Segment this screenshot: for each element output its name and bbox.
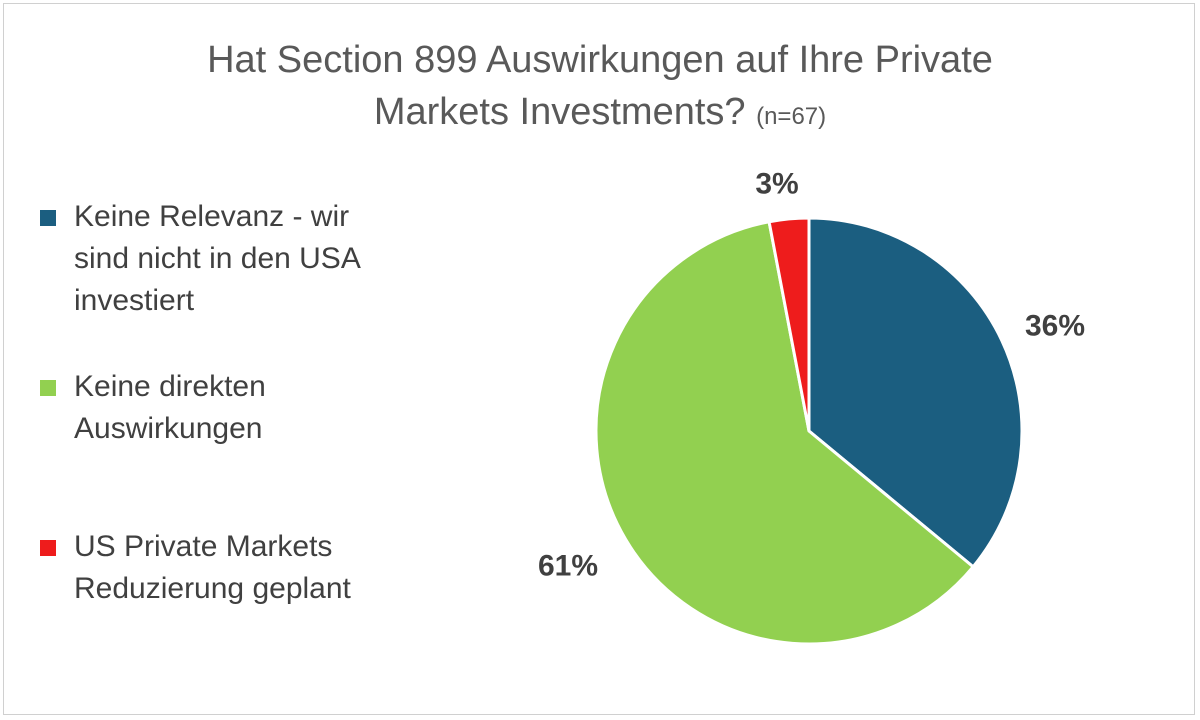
slice-data-label-3: 3% xyxy=(755,168,798,201)
pie-slice-3 xyxy=(767,216,811,433)
legend-label-line: Keine Relevanz - wir xyxy=(74,200,350,233)
legend-label-line: investiert xyxy=(74,284,195,317)
slice-data-label-2: 61% xyxy=(538,550,598,583)
legend-label: Keine Relevanz - wir sind nicht in den U… xyxy=(74,196,444,322)
legend-label-line: sind nicht in den USA xyxy=(74,242,361,275)
slice-data-label-1: 36% xyxy=(1025,310,1085,343)
legend-label: Keine direkten Auswirkungen xyxy=(74,366,444,450)
pie-slice-1 xyxy=(807,216,1024,569)
legend-label-line: US Private Markets xyxy=(74,530,333,563)
chart-title-line2-text: Markets Investments? xyxy=(373,91,746,133)
legend-label-line: Auswirkungen xyxy=(74,412,263,445)
chart-frame xyxy=(3,3,1195,715)
sample-size-note: (n=67) xyxy=(756,103,827,130)
legend-swatch xyxy=(40,380,56,396)
legend-label-line: Reduzierung geplant xyxy=(74,572,351,605)
legend-label-line: Keine direkten xyxy=(74,370,266,403)
legend-swatch xyxy=(40,210,56,226)
chart-title-line2: Markets Investments? (n=67) xyxy=(0,86,1200,143)
chart-title-line1: Hat Section 899 Auswirkungen auf Ihre Pr… xyxy=(207,39,993,81)
legend-swatch xyxy=(40,540,56,556)
legend-label: US Private Markets Reduzierung geplant xyxy=(74,526,444,610)
pie-slice-2 xyxy=(594,220,975,646)
chart-title: Hat Section 899 Auswirkungen auf Ihre Pr… xyxy=(0,34,1200,143)
